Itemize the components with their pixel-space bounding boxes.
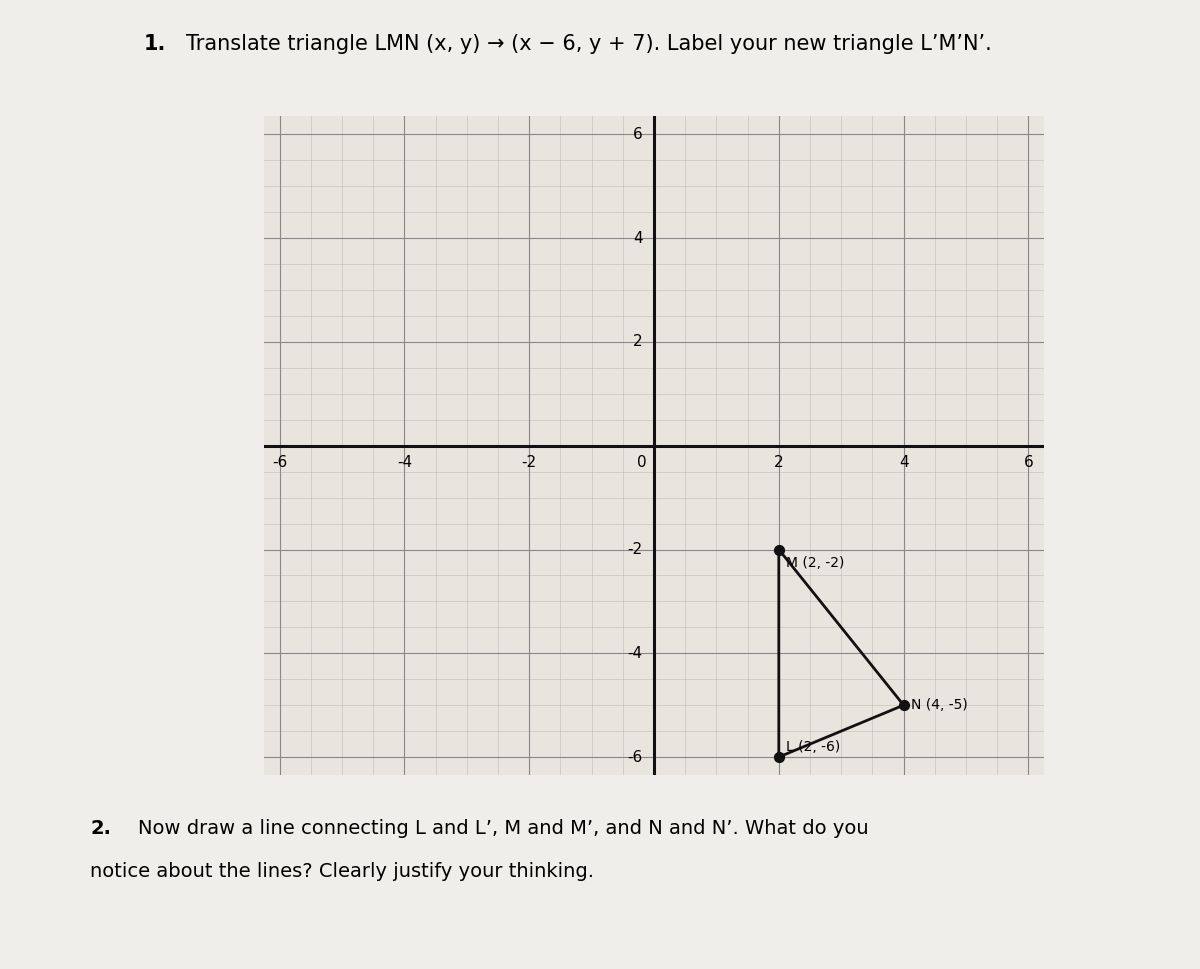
Text: -4: -4 bbox=[397, 455, 412, 470]
Point bbox=[769, 542, 788, 557]
Text: -2: -2 bbox=[522, 455, 536, 470]
Text: 6: 6 bbox=[1024, 455, 1033, 470]
Text: 1.: 1. bbox=[144, 34, 167, 54]
Text: -2: -2 bbox=[628, 542, 643, 557]
Text: -6: -6 bbox=[628, 750, 643, 765]
Text: 2: 2 bbox=[774, 455, 784, 470]
Text: Translate triangle LMN (x, y) → (x − 6, y + 7). Label your new triangle L’M’N’.: Translate triangle LMN (x, y) → (x − 6, … bbox=[186, 34, 991, 54]
Point bbox=[894, 698, 913, 713]
Text: 2.: 2. bbox=[90, 819, 112, 838]
Text: -6: -6 bbox=[272, 455, 287, 470]
Text: L (2, -6): L (2, -6) bbox=[786, 740, 840, 755]
Point bbox=[769, 749, 788, 765]
Text: Now draw a line connecting L and L’, M and M’, and N and N’. What do you: Now draw a line connecting L and L’, M a… bbox=[138, 819, 869, 838]
Text: 0: 0 bbox=[637, 455, 647, 470]
Text: N (4, -5): N (4, -5) bbox=[911, 698, 968, 712]
Text: 2: 2 bbox=[634, 334, 643, 350]
Text: notice about the lines? Clearly justify your thinking.: notice about the lines? Clearly justify … bbox=[90, 862, 594, 882]
Text: -4: -4 bbox=[628, 645, 643, 661]
Text: 4: 4 bbox=[634, 231, 643, 246]
Text: 6: 6 bbox=[634, 127, 643, 141]
Text: 4: 4 bbox=[899, 455, 908, 470]
Text: M (2, -2): M (2, -2) bbox=[786, 556, 845, 570]
